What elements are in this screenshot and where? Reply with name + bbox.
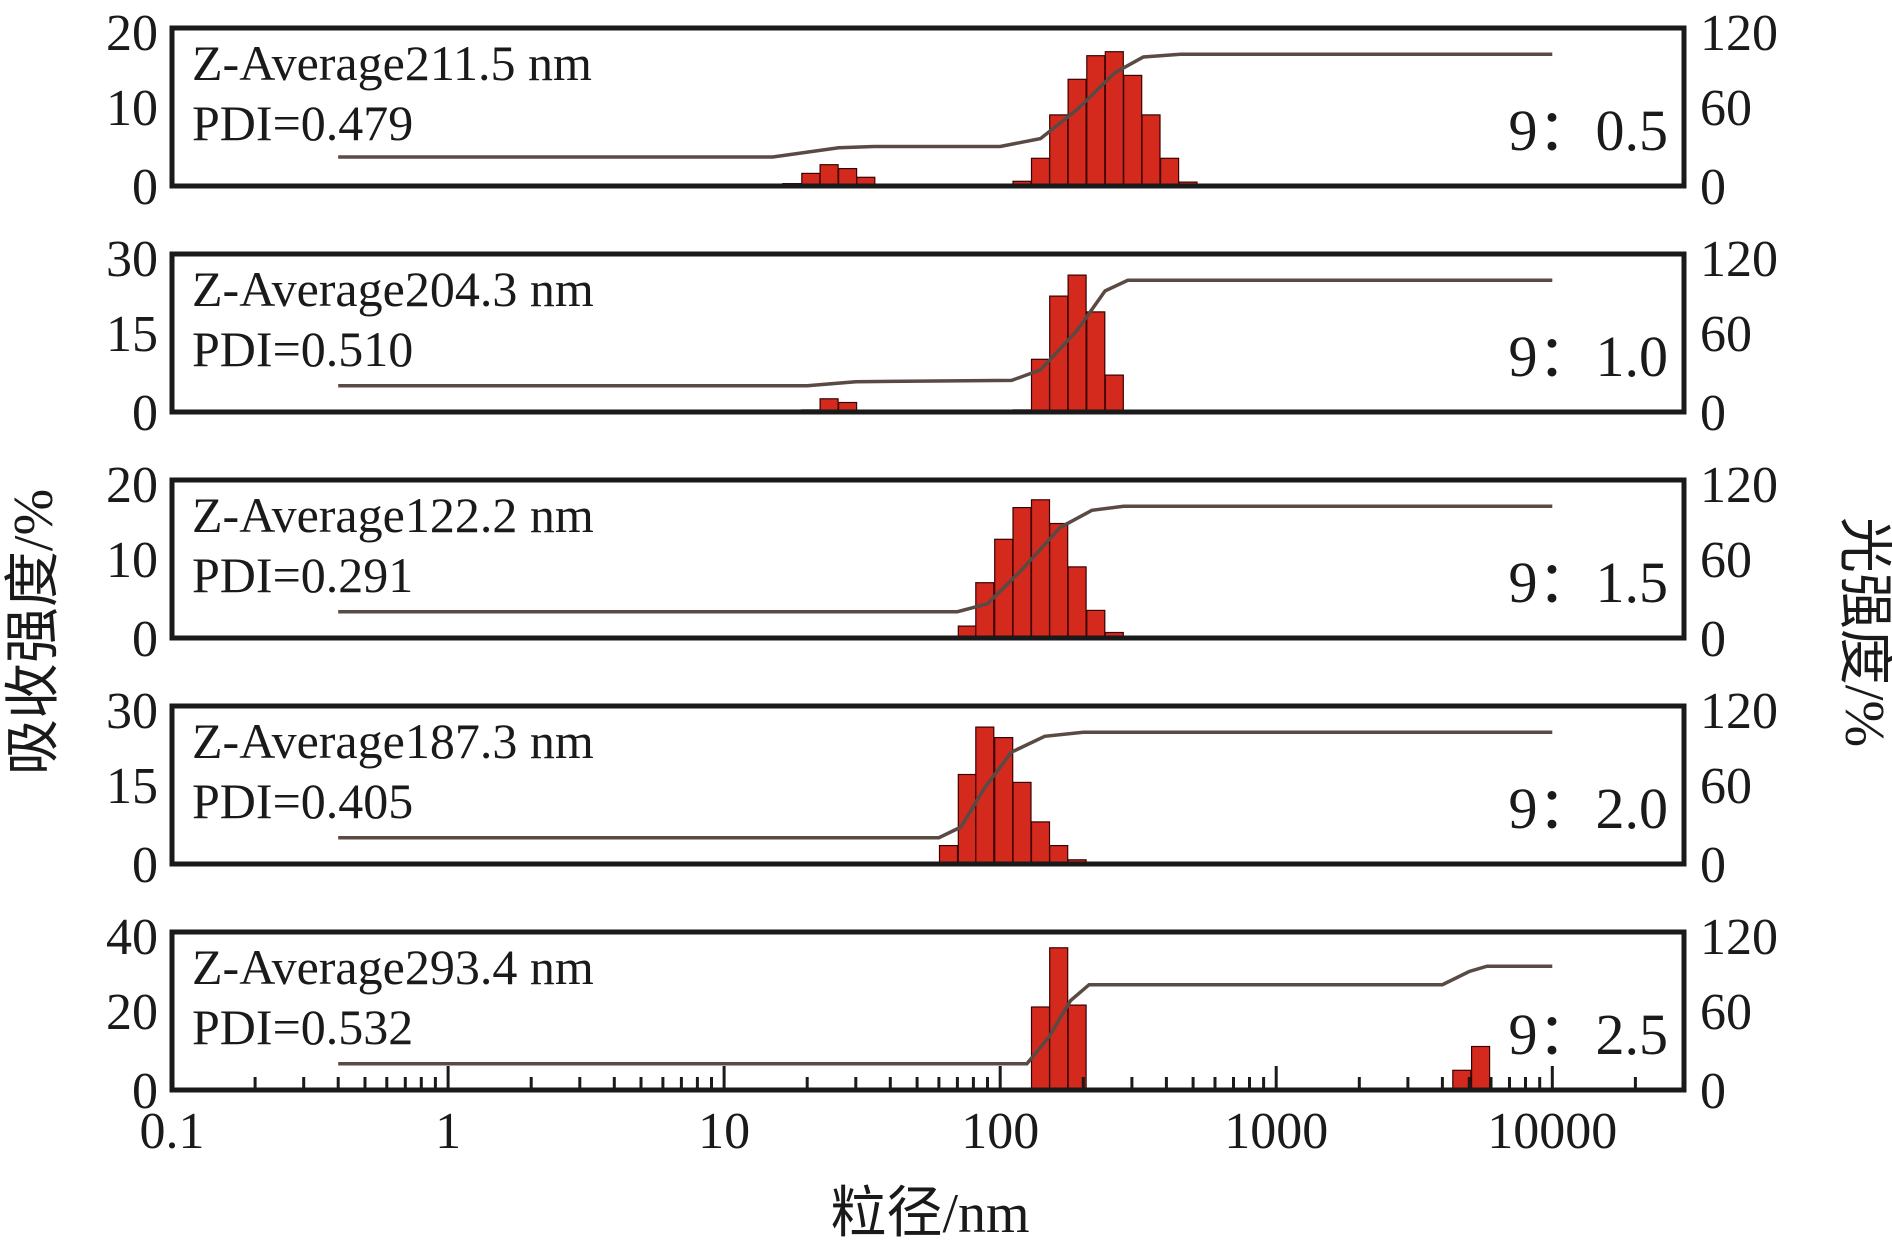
left-tick-p1-1: 20	[106, 5, 158, 62]
z-average-label-p1: Z-Average211.5 nm	[192, 35, 592, 91]
pdi-label-p3: PDI=0.291	[192, 547, 413, 603]
bar-p1-12	[1123, 74, 1143, 187]
right-tick-p1-1: 120	[1700, 5, 1778, 62]
left-tick-p4-1: 30	[106, 683, 158, 740]
right-tick-p4-1: 120	[1700, 683, 1778, 740]
panel-frame-5	[169, 929, 1687, 1093]
cumulative-curve-p1	[338, 52, 1553, 159]
right-tick-p2-2: 60	[1700, 306, 1752, 363]
ratio-label-p5: 9：2.5	[1508, 1002, 1668, 1067]
x-tick-label-5: 1000	[1224, 1103, 1328, 1160]
bar-p2-8	[1086, 311, 1106, 413]
right-tick-p5-3: 0	[1700, 1063, 1726, 1120]
y-axis-left-title: 吸收强度/%	[3, 489, 65, 775]
x-axis: 0.1 1 10 100 1000 10000	[140, 1066, 1686, 1160]
left-tick-p3-2: 10	[106, 532, 158, 589]
z-average-label-p5: Z-Average293.4 nm	[192, 939, 594, 995]
panel-frame-1	[169, 25, 1687, 189]
bar-p4-6	[1030, 821, 1051, 865]
bar-p3-5	[1030, 499, 1051, 639]
right-tick-p3-3: 0	[1700, 611, 1726, 668]
ratio-label-p1: 9：0.5	[1508, 98, 1668, 163]
bar-p3-6	[1049, 522, 1069, 639]
right-tick-p3-1: 120	[1700, 457, 1778, 514]
x-axis-title: 粒径/nm	[830, 1183, 1029, 1245]
right-tick-p2-1: 120	[1700, 231, 1778, 288]
bar-p1-3	[819, 164, 839, 187]
bar-p1-14	[1159, 157, 1180, 187]
bar-p4-7	[1049, 844, 1069, 865]
panel-frame-3	[169, 477, 1687, 641]
bar-p1-9	[1067, 78, 1087, 187]
left-tick-p3-3: 0	[132, 611, 158, 668]
right-tick-p5-2: 60	[1700, 984, 1752, 1041]
left-tick-p4-2: 15	[106, 758, 158, 815]
z-average-label-p4: Z-Average187.3 nm	[192, 713, 594, 769]
bar-p3-7	[1067, 566, 1087, 639]
z-average-label-p2: Z-Average204.3 nm	[192, 261, 594, 317]
bar-p5-5	[1470, 1045, 1491, 1091]
bar-p2-9	[1104, 374, 1124, 413]
left-tick-p3-1: 20	[106, 457, 158, 514]
bar-p1-7	[1030, 157, 1051, 187]
x-tick-label-3: 10	[698, 1103, 750, 1160]
bar-p1-4	[837, 168, 858, 187]
cumulative-curve-p4	[338, 730, 1553, 840]
left-tick-p5-1: 40	[106, 909, 158, 966]
bar-p4-1	[938, 844, 959, 865]
left-tick-p5-2: 20	[106, 984, 158, 1041]
right-tick-p4-2: 60	[1700, 758, 1752, 815]
x-tick-label-6: 10000	[1487, 1103, 1617, 1160]
pdi-label-p5: PDI=0.532	[192, 999, 413, 1055]
left-tick-p5-3: 0	[132, 1063, 158, 1120]
left-tick-p2-1: 30	[106, 231, 158, 288]
x-tick-label-4: 100	[961, 1103, 1039, 1160]
pdi-label-p1: PDI=0.479	[192, 95, 413, 151]
right-tick-p3-2: 60	[1700, 532, 1752, 589]
bar-p2-7	[1067, 274, 1087, 413]
bar-p4-5	[1012, 781, 1032, 865]
z-average-label-p3: Z-Average122.2 nm	[192, 487, 594, 543]
left-tick-p2-3: 0	[132, 385, 158, 442]
pdi-label-p2: PDI=0.510	[192, 321, 413, 377]
left-tick-p1-3: 0	[132, 159, 158, 216]
left-tick-p2-2: 15	[106, 306, 158, 363]
right-tick-p5-1: 120	[1700, 909, 1778, 966]
ratio-label-p4: 9：2.0	[1508, 776, 1668, 841]
bar-p3-8	[1086, 609, 1106, 639]
cumulative-curve-p2	[338, 278, 1553, 388]
right-tick-p1-3: 0	[1700, 159, 1726, 216]
bar-p1-10	[1086, 55, 1106, 187]
ratio-label-p3: 9：1.5	[1508, 550, 1668, 615]
cumulative-curve-p3	[338, 504, 1553, 614]
y-axis-right-title: 光强度/%	[1833, 517, 1892, 747]
bar-p2-6	[1049, 295, 1069, 413]
panel-frame-4	[169, 703, 1687, 867]
bar-p1-13	[1141, 114, 1161, 187]
panel-frame-2	[169, 251, 1687, 415]
left-tick-p1-2: 10	[106, 80, 158, 137]
bar-p3-2	[975, 582, 995, 639]
right-tick-p1-2: 60	[1700, 80, 1752, 137]
right-tick-p4-3: 0	[1700, 837, 1726, 894]
ratio-label-p2: 9：1.0	[1508, 324, 1668, 389]
pdi-label-p4: PDI=0.405	[192, 773, 413, 829]
cumulative-curve-p5	[338, 964, 1553, 1066]
bar-p2-5	[1030, 358, 1051, 413]
right-tick-p2-3: 0	[1700, 385, 1726, 442]
bar-p3-4	[1012, 507, 1032, 639]
x-tick-label-1: 0.1	[140, 1103, 205, 1160]
x-tick-label-2: 1	[435, 1103, 461, 1160]
left-tick-p4-3: 0	[132, 837, 158, 894]
